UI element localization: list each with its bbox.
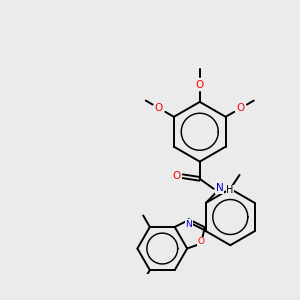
Text: N: N [185,220,192,229]
Text: O: O [236,103,245,113]
Text: O: O [155,103,163,113]
Text: H: H [226,185,234,196]
Text: O: O [172,171,181,181]
Text: O: O [198,237,205,246]
Text: N: N [216,184,224,194]
Text: O: O [196,80,204,90]
